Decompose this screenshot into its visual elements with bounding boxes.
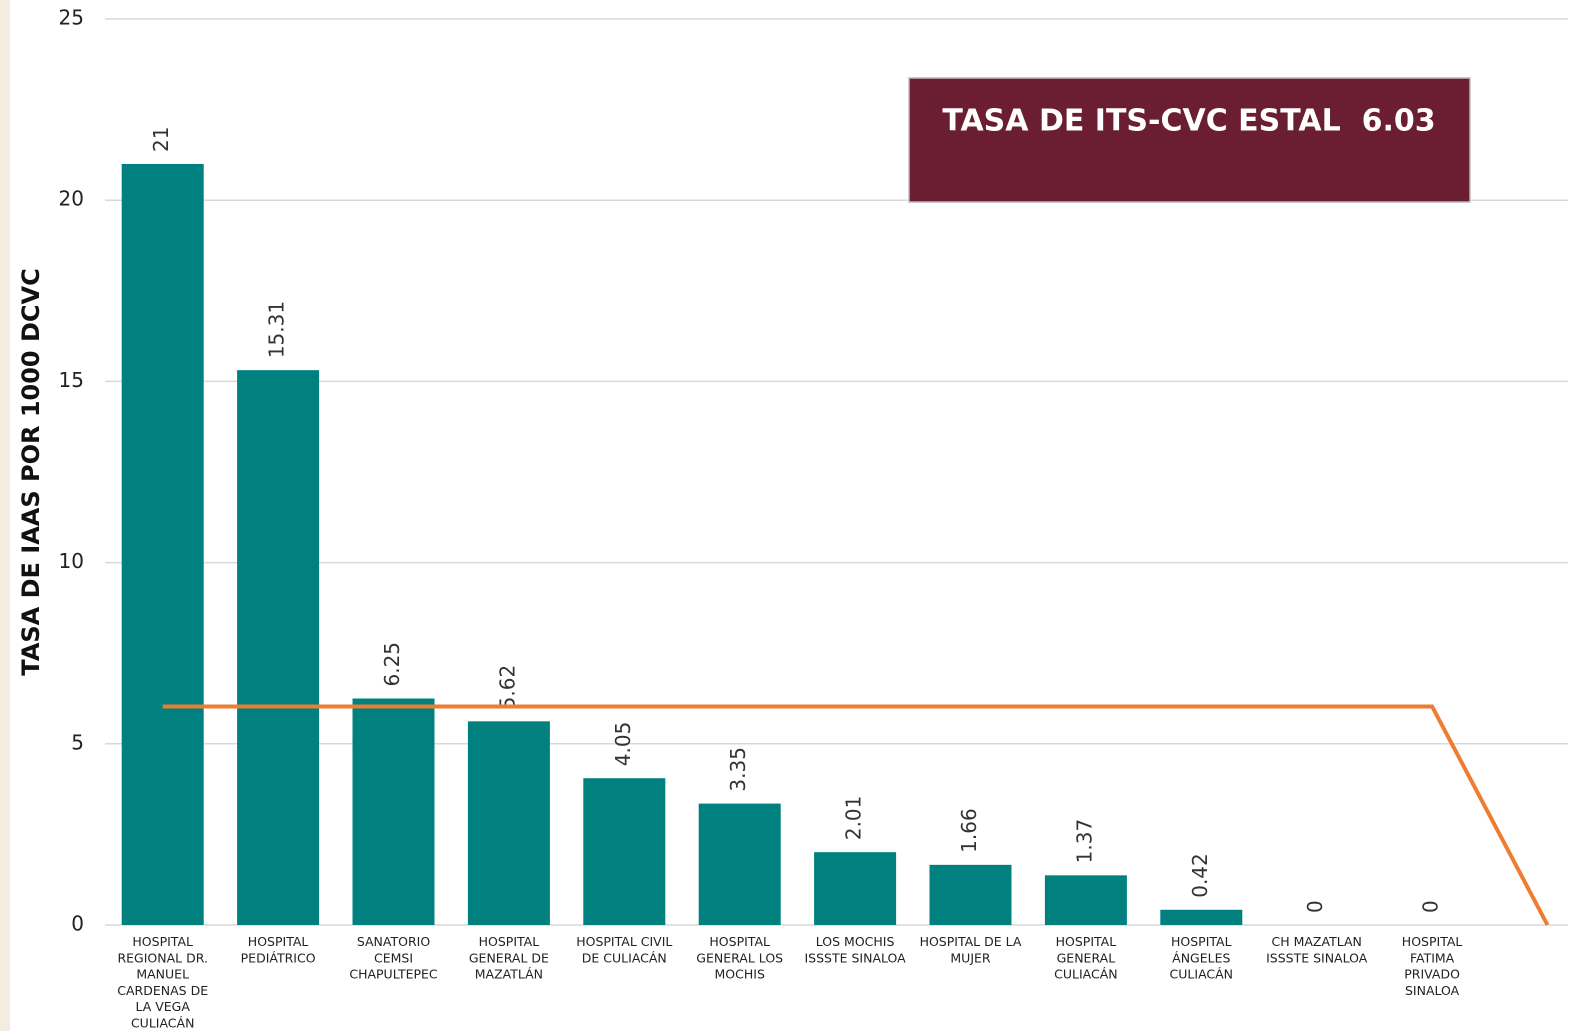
x-tick-label: HOSPITAL PEDIÁTRICO [241, 934, 316, 965]
value-label: 0 [1303, 900, 1327, 913]
x-tick-label: HOSPITAL REGIONAL DR. MANUEL CARDENAS DE LA … [117, 934, 208, 1031]
bar [814, 852, 897, 925]
value-label: 21 [149, 127, 173, 152]
bar [583, 778, 666, 925]
annotation: TASA DE ITS-CVC ESTAL 6.03 [942, 104, 1435, 139]
y-tick-label: 10 [59, 549, 84, 573]
value-label: 2.01 [842, 796, 866, 841]
x-tick-label: HOSPITAL GENERAL DE MAZATLÁN [469, 934, 549, 982]
y-tick-label: 20 [59, 187, 84, 211]
value-label: 5.62 [495, 665, 519, 710]
x-tick-label: LOS MOCHIS ISSSTE SINALOA [804, 934, 906, 965]
x-tick-label: HOSPITAL CIVIL DE CULIACÁN [576, 934, 672, 965]
annotation-box [908, 77, 1471, 203]
bar [467, 721, 550, 925]
y-axis-label: TASA DE IAAS POR 1000 DCVC [17, 268, 45, 675]
bar [237, 370, 320, 925]
x-tick-label: SANATORIO CEMSI CHAPULTEPEC [349, 934, 438, 982]
x-tick-label: HOSPITAL GENERAL CULIACÁN [1054, 934, 1118, 982]
value-label: 15.31 [265, 301, 289, 358]
bar [121, 163, 204, 925]
y-tick-label: 15 [59, 368, 84, 392]
bar [698, 803, 781, 925]
bar [929, 864, 1012, 925]
bar [352, 698, 435, 925]
x-tick-label: HOSPITAL DE LA MUJER [920, 934, 1022, 965]
side-strip [0, 0, 10, 1031]
value-label: 6.25 [380, 642, 404, 687]
bar [1160, 909, 1243, 925]
value-label: 1.66 [957, 808, 981, 853]
bar [1044, 875, 1127, 925]
value-label: 1.37 [1072, 819, 1096, 864]
value-label: 4.05 [611, 722, 635, 767]
y-tick-label: 0 [71, 912, 84, 936]
value-label: 0.42 [1188, 853, 1212, 898]
x-tick-label: CH MAZATLAN ISSSTE SINALOA [1266, 934, 1368, 965]
y-tick-label: 5 [71, 730, 84, 754]
value-label: 0 [1419, 900, 1443, 913]
y-tick-label: 25 [59, 6, 84, 30]
x-tick-label: HOSPITAL GENERAL LOS MOCHIS [696, 934, 783, 982]
value-label: 3.35 [726, 747, 750, 792]
x-tick-label: HOSPITAL FATIMA PRIVADO SINALOA [1402, 934, 1463, 998]
x-tick-label: HOSPITAL ÁNGELES CULIACÁN [1170, 934, 1234, 982]
line [162, 704, 1550, 926]
